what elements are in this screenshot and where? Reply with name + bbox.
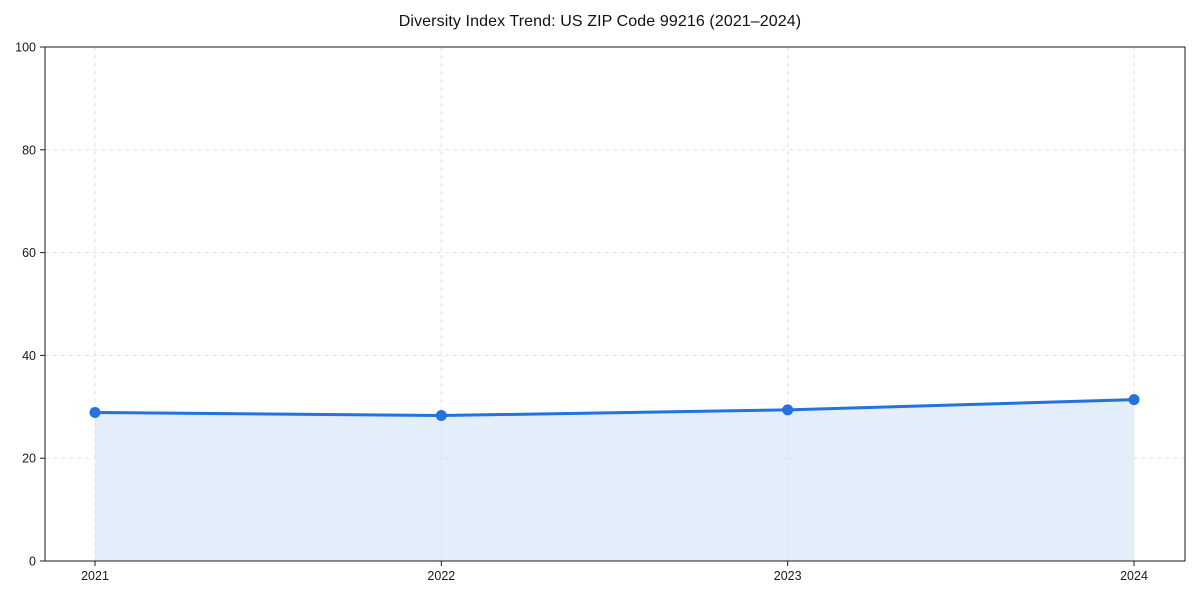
data-point-2021 <box>89 406 101 418</box>
gridlines <box>45 47 1185 561</box>
tick-marks <box>40 46 1135 566</box>
area-fill <box>95 399 1134 561</box>
chart-title: Diversity Index Trend: US ZIP Code 99216… <box>398 13 802 30</box>
x-tick-label-2022: 2022 <box>427 569 455 583</box>
data-point-2023 <box>782 404 794 416</box>
area-fill-group <box>95 399 1134 561</box>
x-tick-label-2021: 2021 <box>81 569 109 583</box>
plot-box <box>44 46 1186 562</box>
y-tick-label-60: 60 <box>22 246 36 260</box>
x-tick-label-2024: 2024 <box>1120 569 1148 583</box>
y-tick-label-40: 40 <box>22 349 36 363</box>
data-point-2024 <box>1128 394 1140 406</box>
y-tick-label-20: 20 <box>22 452 36 466</box>
y-tick-label-100: 100 <box>15 41 36 55</box>
data-point-2022 <box>435 410 447 422</box>
y-tick-label-80: 80 <box>22 143 36 157</box>
tick-labels: 0 20 40 60 80 100 2021 2022 2023 2024 <box>15 41 1148 584</box>
trend-line <box>93 398 1136 418</box>
y-tick-label-0: 0 <box>29 555 36 569</box>
data-points <box>89 394 1140 422</box>
x-tick-label-2023: 2023 <box>774 569 802 583</box>
